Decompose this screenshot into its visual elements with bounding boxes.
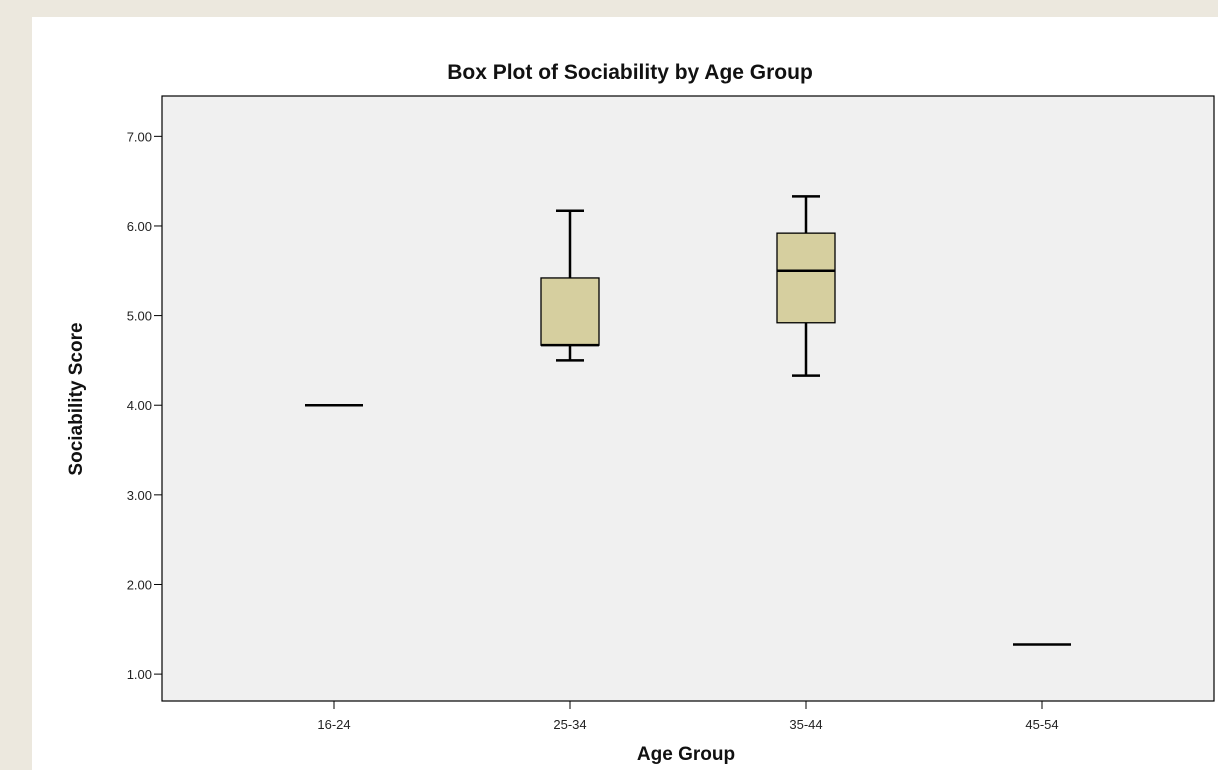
x-axis-title: Age Group	[637, 744, 735, 765]
y-tick-label: 5.00	[127, 309, 152, 324]
boxplot-chart: Box Plot of Sociability by Age Group 1.0…	[66, 61, 1215, 765]
y-tick-label: 6.00	[127, 219, 152, 234]
y-tick-label: 2.00	[127, 577, 152, 592]
y-axis-title: Sociability Score	[66, 322, 87, 475]
box-25-34	[540, 209, 600, 362]
chart-frame: Box Plot of Sociability by Age Group 1.0…	[32, 17, 1218, 770]
box-35-44	[776, 195, 836, 377]
x-tick-label: 35-44	[789, 717, 822, 732]
plot-area	[161, 95, 1215, 702]
chart-title: Box Plot of Sociability by Age Group	[447, 61, 813, 84]
y-axis: 1.00 2.00 3.00 4.00 5.00 6.00 7.00	[127, 129, 162, 682]
y-tick-label: 7.00	[127, 129, 152, 144]
x-tick-label: 25-34	[553, 717, 586, 732]
x-tick-label: 16-24	[317, 717, 350, 732]
iqr-box	[540, 277, 600, 346]
y-tick-label: 1.00	[127, 667, 152, 682]
boxes	[305, 195, 1071, 646]
x-axis: 16-24 25-34 35-44 45-54	[317, 701, 1059, 732]
y-tick-label: 3.00	[127, 488, 152, 503]
y-tick-label: 4.00	[127, 398, 152, 413]
iqr-box	[776, 232, 836, 324]
x-tick-label: 45-54	[1025, 717, 1058, 732]
